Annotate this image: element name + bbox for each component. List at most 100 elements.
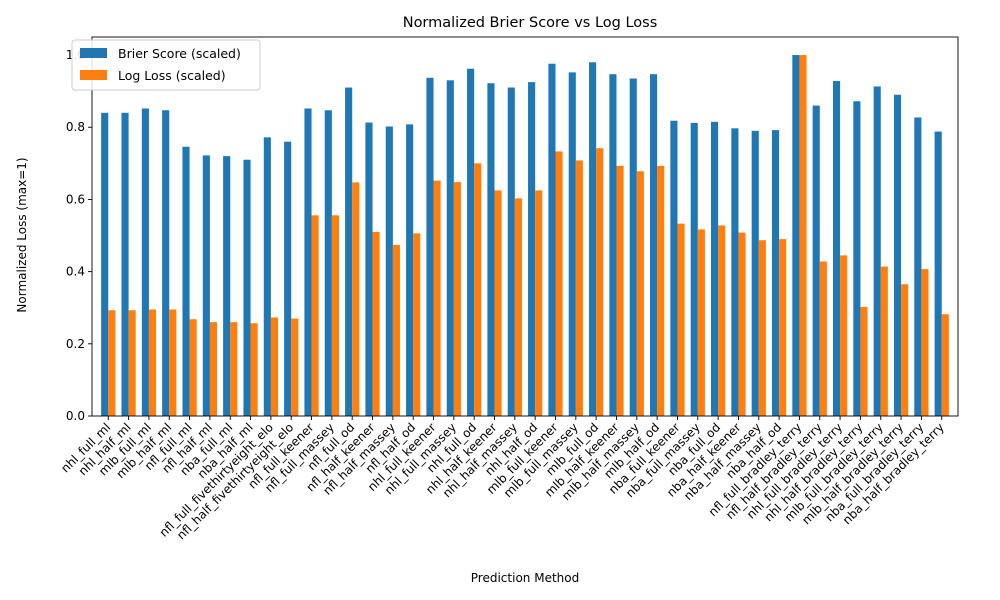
logloss-bar-mlb_half_bradley_terry (901, 284, 909, 416)
logloss-bar-nba_half_ml (250, 323, 258, 416)
logloss-bar-nfl_half_fivethirtyeight_elo (291, 318, 299, 416)
legend-swatch-logloss (80, 70, 107, 80)
logloss-bar-mlb_half_keener (616, 165, 624, 416)
brier-bar-mlb_half_massey (629, 78, 637, 416)
legend: Brier Score (scaled) Log Loss (scaled) (71, 39, 261, 91)
legend-label-logloss: Log Loss (scaled) (118, 68, 226, 83)
logloss-bar-mlb_full_bradley_terry (880, 266, 888, 416)
chart-title: Normalized Brier Score vs Log Loss (403, 15, 658, 31)
brier-bar-nba_half_od (771, 130, 780, 416)
logloss-bar-nfl_half_ml (209, 322, 218, 416)
brier-bar-mlb_half_od (650, 74, 658, 417)
logloss-bar-nba_half_bradley_terry (941, 314, 949, 416)
brier-bar-nfl_half_massey (385, 126, 393, 417)
logloss-bar-nfl_half_keener (372, 231, 380, 416)
bars-layer (101, 55, 949, 417)
logloss-bar-nfl_half_od (413, 233, 421, 416)
logloss-bar-nfl_full_bradley_terry (799, 55, 807, 417)
logloss-bar-mlb_half_od (657, 165, 665, 416)
logloss-bar-nba_full_od (718, 225, 726, 416)
brier-bar-mlb_half_ml (162, 110, 170, 417)
logloss-bar-nfl_full_massey (331, 215, 339, 416)
y-axis-title: Normalized Loss (max=1) (15, 157, 29, 312)
brier-bar-nfl_full_fivethirtyeight_elo (263, 137, 271, 416)
brier-bar-nhl_half_bradley_terry (853, 101, 861, 416)
logloss-bar-nhl_half_od (535, 190, 543, 416)
plot-frame (91, 36, 959, 417)
logloss-bar-mlb_full_keener (555, 151, 563, 417)
legend-frame (71, 39, 261, 91)
brier-bar-nba_full_ml (223, 156, 231, 417)
brier-bar-nfl_full_bradley_terry (792, 55, 800, 417)
logloss-bar-mlb_full_od (596, 148, 604, 417)
y-tick-label: 0.8 (66, 120, 85, 134)
brier-bar-nfl_half_bradley_terry (812, 105, 820, 416)
logloss-bar-nhl_half_keener (494, 190, 502, 416)
brier-bar-nhl_full_od (467, 68, 475, 416)
y-tick-label: 0.4 (66, 265, 85, 279)
logloss-bar-nfl_full_ml (189, 319, 197, 416)
brier-bar-mlb_full_bradley_terry (873, 86, 881, 416)
brier-bar-nfl_half_fivethirtyeight_elo (284, 141, 292, 416)
brier-bar-nfl_full_od (345, 87, 353, 416)
brier-bar-nfl_full_keener (304, 108, 312, 416)
logloss-bar-nhl_full_keener (433, 180, 441, 416)
brier-bar-nhl_half_keener (487, 83, 495, 416)
logloss-bar-nfl_half_massey (392, 244, 400, 416)
logloss-bar-nba_full_keener (677, 223, 685, 416)
logloss-bar-mlb_half_ml (169, 309, 177, 416)
logloss-bar-nhl_full_ml (108, 310, 116, 416)
brier-bar-nhl_half_massey (507, 87, 515, 416)
brier-bar-mlb_full_massey (568, 72, 576, 417)
brier-bar-nba_half_massey (751, 130, 759, 416)
brier-bar-mlb_half_keener (609, 74, 617, 417)
brier-bar-mlb_full_ml (141, 108, 149, 416)
logloss-bar-mlb_full_ml (148, 309, 157, 416)
brier-bar-nba_full_od (711, 121, 719, 416)
y-axis-ticks: 0.00.20.40.60.81.0 (66, 48, 92, 423)
logloss-bar-nba_full_massey (697, 229, 705, 416)
y-tick-label: 0.2 (66, 337, 85, 351)
logloss-bar-nfl_full_fivethirtyeight_elo (270, 317, 279, 416)
brier-bar-mlb_full_keener (548, 63, 556, 417)
brier-bar-mlb_full_od (589, 62, 597, 417)
logloss-bar-mlb_full_massey (575, 160, 583, 416)
logloss-bar-nfl_full_od (352, 182, 360, 416)
logloss-bar-nba_half_keener (738, 232, 746, 416)
brier-bar-nhl_half_od (528, 82, 536, 417)
logloss-bar-nfl_full_keener (311, 215, 319, 416)
logloss-bar-nba_full_ml (230, 322, 238, 416)
logloss-bar-nba_full_bradley_terry (921, 269, 929, 416)
brier-bar-nhl_full_ml (101, 112, 109, 417)
brier-bar-nhl_half_ml (121, 112, 129, 417)
brier-bar-nba_half_keener (731, 128, 739, 416)
y-tick-label: 0.6 (66, 192, 85, 206)
logloss-bar-nhl_full_od (474, 163, 482, 416)
legend-label-brier: Brier Score (scaled) (118, 46, 241, 61)
logloss-bar-nfl_half_bradley_terry (819, 261, 827, 416)
logloss-bar-mlb_half_massey (636, 171, 644, 416)
brier-bar-nhl_full_bradley_terry (832, 81, 841, 416)
brier-bar-nba_half_bradley_terry (934, 131, 942, 416)
brier-bar-nba_half_ml (243, 159, 251, 416)
brier-bar-mlb_half_bradley_terry (893, 94, 902, 416)
logloss-bar-nba_half_od (779, 239, 787, 416)
brier-bar-nhl_full_massey (446, 80, 454, 416)
brier-bar-nfl_half_keener (365, 122, 373, 417)
brier-bar-nfl_half_ml (202, 155, 210, 416)
logloss-bar-nhl_full_bradley_terry (840, 255, 848, 416)
logloss-bar-nhl_full_massey (453, 182, 461, 416)
brier-bar-nba_full_bradley_terry (914, 117, 922, 417)
logloss-bar-nhl_half_ml (128, 310, 136, 416)
brier-bar-nba_full_massey (690, 122, 698, 416)
brier-bar-nfl_half_od (406, 124, 414, 416)
logloss-bar-nhl_half_massey (514, 198, 522, 416)
x-axis-title: Prediction Method (471, 571, 579, 585)
brier-bar-nfl_full_ml (182, 146, 190, 417)
legend-swatch-brier (80, 48, 107, 58)
x-axis-ticks: nhl_full_mlnhl_half_mlmlb_full_mlmlb_hal… (58, 416, 947, 542)
brier-bar-nba_full_keener (670, 120, 678, 417)
logloss-bar-nhl_half_bradley_terry (860, 306, 868, 416)
